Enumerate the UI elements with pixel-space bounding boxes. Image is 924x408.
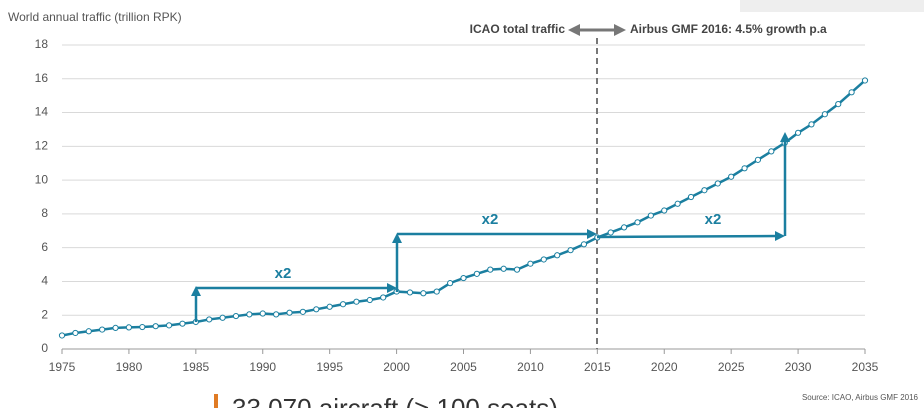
x-tick-label: 2010 bbox=[517, 360, 544, 374]
line bbox=[61, 79, 866, 337]
point bbox=[634, 219, 641, 226]
point bbox=[661, 207, 668, 214]
point bbox=[473, 270, 480, 277]
point bbox=[621, 224, 628, 231]
point bbox=[714, 180, 721, 187]
point bbox=[165, 322, 173, 329]
annotation: x2 bbox=[482, 211, 499, 228]
point bbox=[728, 173, 735, 180]
x-tick-label: 1995 bbox=[316, 360, 343, 374]
point bbox=[286, 309, 293, 316]
y-tick-label: 8 bbox=[41, 206, 48, 220]
point bbox=[687, 193, 695, 201]
y-tick-label: 18 bbox=[35, 37, 49, 51]
point bbox=[339, 301, 347, 308]
y-tick-label: 16 bbox=[35, 71, 49, 85]
point bbox=[380, 294, 387, 301]
point bbox=[500, 265, 507, 272]
left-label: ICAO total traffic bbox=[470, 22, 566, 36]
x-tick-label: 1980 bbox=[116, 360, 143, 374]
point bbox=[794, 129, 802, 136]
point bbox=[447, 280, 454, 287]
point bbox=[808, 121, 815, 128]
y-tick-label: 4 bbox=[41, 274, 48, 288]
x-tick-label: 1990 bbox=[249, 360, 276, 374]
point bbox=[861, 77, 869, 84]
point bbox=[313, 306, 320, 313]
point bbox=[554, 252, 561, 259]
point bbox=[768, 148, 775, 155]
y-tick-label: 14 bbox=[35, 105, 49, 119]
point bbox=[487, 266, 494, 273]
x-tick-label: 2005 bbox=[450, 360, 477, 374]
point bbox=[540, 256, 547, 263]
point bbox=[580, 241, 588, 248]
point bbox=[754, 156, 762, 163]
x-tick-label: 2020 bbox=[651, 360, 678, 374]
point bbox=[152, 323, 159, 330]
point bbox=[99, 326, 106, 333]
point bbox=[527, 260, 534, 267]
point bbox=[848, 89, 855, 96]
annotation: x2 bbox=[705, 211, 722, 228]
point bbox=[326, 303, 333, 310]
point bbox=[246, 311, 253, 318]
caption-bar bbox=[214, 394, 218, 408]
point bbox=[366, 296, 373, 304]
point bbox=[513, 266, 521, 273]
point bbox=[219, 314, 226, 321]
point bbox=[674, 200, 681, 207]
x-tick-label: 2015 bbox=[584, 360, 611, 374]
point bbox=[433, 288, 440, 295]
x-tick-label: 1975 bbox=[49, 360, 76, 374]
point bbox=[741, 165, 748, 172]
point bbox=[607, 229, 614, 236]
point bbox=[179, 320, 186, 327]
point bbox=[273, 311, 280, 318]
point bbox=[460, 274, 467, 282]
point bbox=[259, 310, 266, 317]
point bbox=[232, 312, 240, 320]
point bbox=[647, 212, 654, 219]
annotation: x2 bbox=[275, 265, 292, 282]
point bbox=[567, 247, 574, 254]
caption: 33 070 aircraft (> 100 seats) bbox=[232, 393, 558, 408]
header-strip bbox=[740, 0, 924, 12]
point bbox=[353, 298, 360, 305]
x-tick-label: 2025 bbox=[718, 360, 745, 374]
y-tick-label: 12 bbox=[35, 139, 49, 153]
point bbox=[821, 111, 828, 118]
x-tick-label: 2030 bbox=[785, 360, 812, 374]
y-tick-label: 2 bbox=[41, 307, 48, 321]
point bbox=[139, 323, 146, 331]
point bbox=[72, 329, 79, 337]
chart-title: World annual traffic (trillion RPK) bbox=[8, 10, 182, 24]
source: Source: ICAO, Airbus GMF 2016 bbox=[802, 393, 919, 402]
y-tick-label: 10 bbox=[35, 172, 49, 186]
double-arrow bbox=[568, 24, 626, 36]
point bbox=[835, 101, 842, 108]
y-tick-label: 6 bbox=[41, 240, 48, 254]
point bbox=[85, 328, 92, 335]
point bbox=[112, 324, 119, 331]
doubling-arrows bbox=[191, 132, 790, 322]
x-tick-label: 1985 bbox=[182, 360, 209, 374]
right-label: Airbus GMF 2016: 4.5% growth p.a bbox=[630, 22, 827, 36]
x-tick-label: 2000 bbox=[383, 360, 410, 374]
point bbox=[701, 187, 708, 194]
point bbox=[406, 289, 414, 296]
point bbox=[125, 324, 133, 331]
x-tick-label: 2035 bbox=[852, 360, 879, 374]
point bbox=[58, 332, 66, 339]
point bbox=[420, 290, 427, 297]
point bbox=[299, 308, 306, 315]
y-tick-label: 0 bbox=[41, 341, 48, 355]
point bbox=[206, 316, 213, 323]
